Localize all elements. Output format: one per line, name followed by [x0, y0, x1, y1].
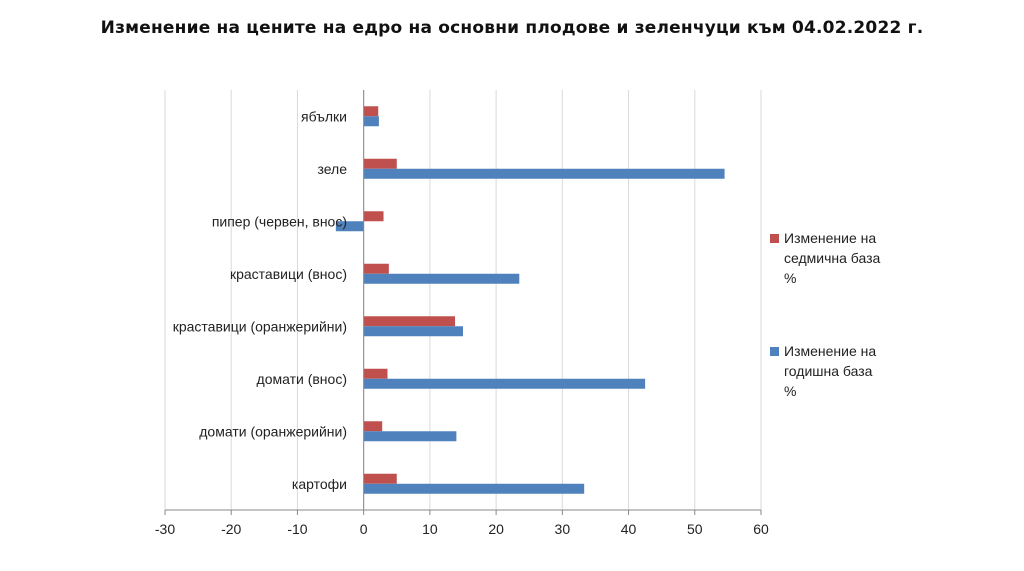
category-label: краставици (оранжерийни): [173, 318, 347, 334]
bar-weekly: [363, 263, 389, 274]
bar-weekly: [363, 316, 456, 327]
category-label: домати (внос): [257, 371, 347, 387]
x-tick-label: -10: [287, 521, 307, 537]
x-tick-label: 30: [555, 521, 571, 537]
category-label: краставици (внос): [230, 266, 347, 282]
category-label: пипер (червен, внос): [212, 213, 347, 229]
tick-labels: -30 -20 -10 0 10 20 30 40 50 60: [155, 521, 769, 537]
legend-label: Изменение на: [784, 343, 876, 359]
bar-weekly: [363, 473, 397, 484]
bar-weekly: [363, 106, 379, 117]
bar-weekly: [363, 368, 388, 379]
bar-yearly: [363, 378, 646, 389]
category-label: картофи: [292, 476, 347, 492]
bar-weekly: [363, 211, 384, 222]
bar-yearly: [363, 168, 725, 179]
x-tick-label: 0: [360, 521, 368, 537]
legend-label: Изменение на: [784, 230, 876, 246]
legend-label: %: [784, 383, 796, 399]
x-tick-label: 50: [687, 521, 703, 537]
x-tick-label: 10: [422, 521, 438, 537]
axes: [164, 90, 762, 515]
legend-label: годишна база: [784, 363, 873, 379]
legend-label: %: [784, 270, 796, 286]
category-label: зеле: [317, 161, 347, 177]
category-label: домати (оранжерийни): [199, 423, 347, 439]
bar-yearly: [363, 431, 457, 442]
legend-swatch: [770, 234, 779, 243]
bar-weekly: [363, 158, 397, 169]
category-label: ябълки: [301, 108, 347, 124]
legend: Изменение на седмична база% Изменение на го…: [770, 230, 881, 399]
x-tick-label: 20: [488, 521, 504, 537]
chart-title: Изменение на цените на едро на основни п…: [100, 18, 924, 38]
bar-yearly: [363, 326, 463, 337]
bar-yearly: [363, 483, 585, 494]
x-tick-label: 60: [753, 521, 769, 537]
bar-yearly: [363, 116, 379, 127]
legend-label: седмична база: [784, 250, 881, 266]
bar-yearly: [363, 273, 520, 284]
x-tick-label: 40: [621, 521, 637, 537]
legend-swatch: [770, 347, 779, 356]
x-tick-label: -30: [155, 521, 175, 537]
bar-yearly: [335, 221, 364, 232]
bars: [335, 106, 725, 494]
gridlines: [164, 90, 762, 510]
bar-weekly: [363, 421, 383, 432]
category-labels: ябълки зеле пипер (червен, внос) краставици…: [173, 108, 347, 492]
x-tick-label: -20: [221, 521, 241, 537]
